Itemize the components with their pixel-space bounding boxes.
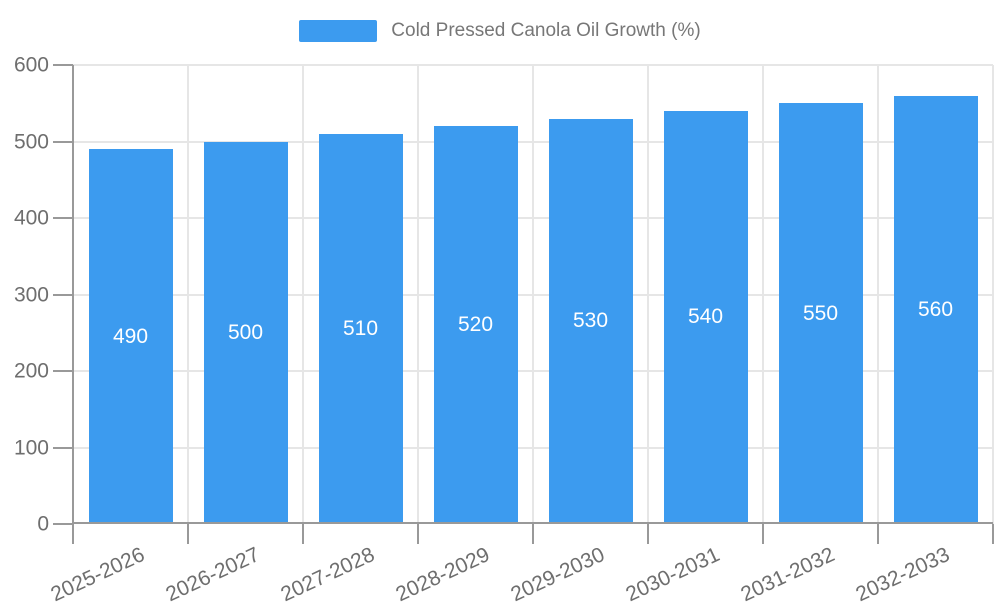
y-axis-tick-label: 500 [13, 130, 49, 153]
legend-label: Cold Pressed Canola Oil Growth (%) [391, 20, 701, 41]
x-axis-category-label: 2029-2030 [507, 543, 609, 606]
legend-item[interactable]: Cold Pressed Canola Oil Growth (%) [299, 20, 701, 42]
x-axis-category-label: 2031-2032 [737, 543, 839, 606]
bar: 540 [663, 110, 748, 524]
y-axis-tick-label: 200 [13, 359, 49, 383]
bar: 500 [203, 141, 288, 524]
x-axis-tick [877, 524, 879, 544]
y-axis-tick-label: 600 [13, 53, 49, 77]
bar-value-label: 490 [112, 324, 149, 348]
gridline-vertical [417, 65, 419, 524]
x-axis-category-label: 2028-2029 [392, 543, 494, 606]
x-axis-category-label: 2032-2033 [852, 543, 954, 606]
bar: 560 [893, 95, 978, 524]
y-axis-tick-label: 100 [13, 436, 49, 459]
x-axis-category-label: 2027-2028 [277, 543, 379, 606]
x-axis-tick [417, 524, 419, 544]
bar-value-label: 560 [917, 297, 954, 321]
bar-value-label: 500 [227, 320, 264, 344]
x-axis-category-label: 2030-2031 [622, 543, 724, 606]
y-axis-tick [53, 293, 73, 296]
bar: 490 [88, 149, 173, 524]
y-axis-tick [53, 370, 73, 372]
gridline-vertical [187, 65, 189, 524]
bar-value-label: 520 [457, 313, 494, 337]
x-axis-tick [992, 524, 994, 544]
x-axis-tick [302, 524, 304, 544]
gridline-vertical [302, 65, 304, 524]
y-axis-tick [53, 64, 73, 66]
y-axis-tick [53, 217, 73, 219]
bar-value-label: 510 [342, 316, 379, 340]
x-axis-category-label: 2025-2026 [47, 543, 149, 606]
y-axis-tick-label: 0 [37, 512, 49, 536]
legend-swatch-icon [299, 20, 378, 42]
x-axis-tick [762, 524, 764, 544]
gridline-vertical [992, 65, 994, 524]
x-axis-tick [647, 524, 649, 544]
x-axis-line [73, 522, 993, 524]
bar: 550 [778, 103, 863, 524]
bar: 530 [548, 118, 633, 524]
x-axis-tick [532, 524, 534, 544]
x-axis-tick [72, 524, 74, 544]
gridline-vertical [762, 65, 764, 524]
bar-value-label: 540 [687, 305, 724, 329]
y-axis-tick-label: 300 [13, 283, 49, 306]
y-axis-line [72, 65, 74, 524]
bar: 520 [433, 126, 518, 524]
y-axis-tick [53, 446, 73, 449]
x-axis-tick [187, 524, 189, 544]
bar-value-label: 530 [572, 309, 609, 333]
bar-value-label: 550 [802, 301, 839, 325]
y-axis-tick-label: 400 [13, 206, 49, 230]
y-axis-tick [53, 523, 73, 525]
gridline-vertical [532, 65, 534, 524]
legend: Cold Pressed Canola Oil Growth (%) [0, 20, 1000, 42]
y-axis-tick [53, 140, 73, 143]
bar: 510 [318, 133, 403, 524]
gridline-vertical [647, 65, 649, 524]
gridline-vertical [877, 65, 879, 524]
plot-area: 0 100 200 300 400 500 600 490 2025-2026 500 2026-2… [14, 55, 994, 606]
x-axis-category-label: 2026-2027 [162, 543, 264, 606]
